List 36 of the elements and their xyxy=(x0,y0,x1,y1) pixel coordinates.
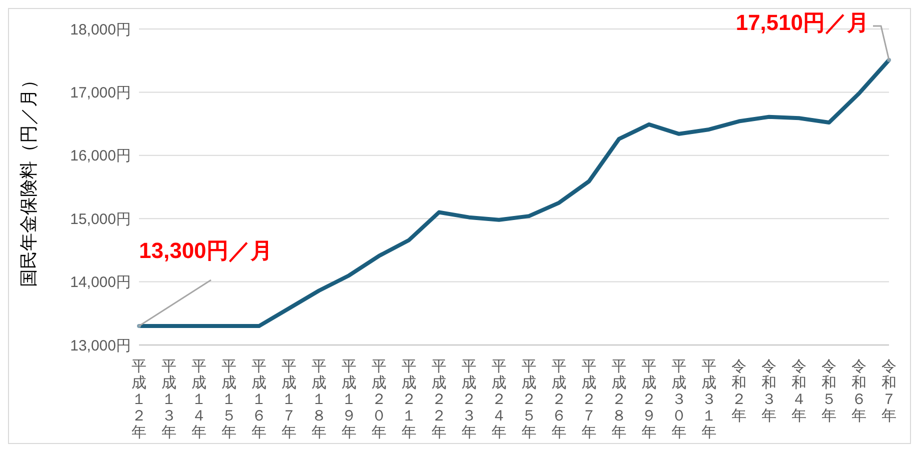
annotation: 17,510円／月 xyxy=(736,10,869,35)
x-tick-label: 平成１２年 xyxy=(132,358,146,441)
y-tick-label: 13,000円 xyxy=(70,337,131,354)
x-tick-label: 平成２３年 xyxy=(462,358,476,441)
x-tick-label: 平成１９年 xyxy=(342,358,356,441)
x-tick-label: 平成２０年 xyxy=(372,358,386,441)
y-tick-label: 16,000円 xyxy=(70,148,131,165)
x-tick-label: 平成１３年 xyxy=(162,358,176,441)
x-tick-label: 平成３０年 xyxy=(672,358,686,441)
x-tick-label: 平成１７年 xyxy=(282,358,296,441)
x-tick-label: 平成２４年 xyxy=(492,358,506,441)
x-tick-label: 平成２７年 xyxy=(582,358,596,441)
x-tick-label: 令和７年 xyxy=(882,358,896,424)
x-tick-label: 平成２２年 xyxy=(432,358,446,441)
x-tick-label: 平成２９年 xyxy=(642,358,656,441)
x-tick-label: 平成２８年 xyxy=(612,358,626,441)
x-tick-label: 令和６年 xyxy=(852,358,866,424)
x-tick-label: 令和４年 xyxy=(792,358,806,424)
x-tick-label: 令和３年 xyxy=(762,358,776,424)
line-series xyxy=(137,58,891,328)
y-tick-label: 18,000円 xyxy=(70,21,131,38)
y-tick-label: 14,000円 xyxy=(70,274,131,292)
y-axis-title: 国民年金保険料（円／月） xyxy=(18,71,38,287)
x-tick-label: 平成１６年 xyxy=(252,358,266,441)
x-tick-label: 令和５年 xyxy=(822,358,836,424)
x-tick-label: 平成３１年 xyxy=(702,358,716,441)
annotation: 13,300円／月 xyxy=(139,238,272,264)
x-tick-label: 平成１８年 xyxy=(312,358,326,441)
x-tick-label: 令和２年 xyxy=(732,358,746,424)
x-tick-label: 平成１４年 xyxy=(192,358,206,441)
x-tick-label: 平成２５年 xyxy=(522,358,536,441)
y-tick-label: 17,000円 xyxy=(70,84,131,102)
x-tick-label: 平成２６年 xyxy=(552,358,566,441)
x-tick-label: 平成２１年 xyxy=(402,358,416,441)
x-tick-label: 平成１５年 xyxy=(222,358,236,441)
y-tick-label: 15,000円 xyxy=(70,210,131,228)
